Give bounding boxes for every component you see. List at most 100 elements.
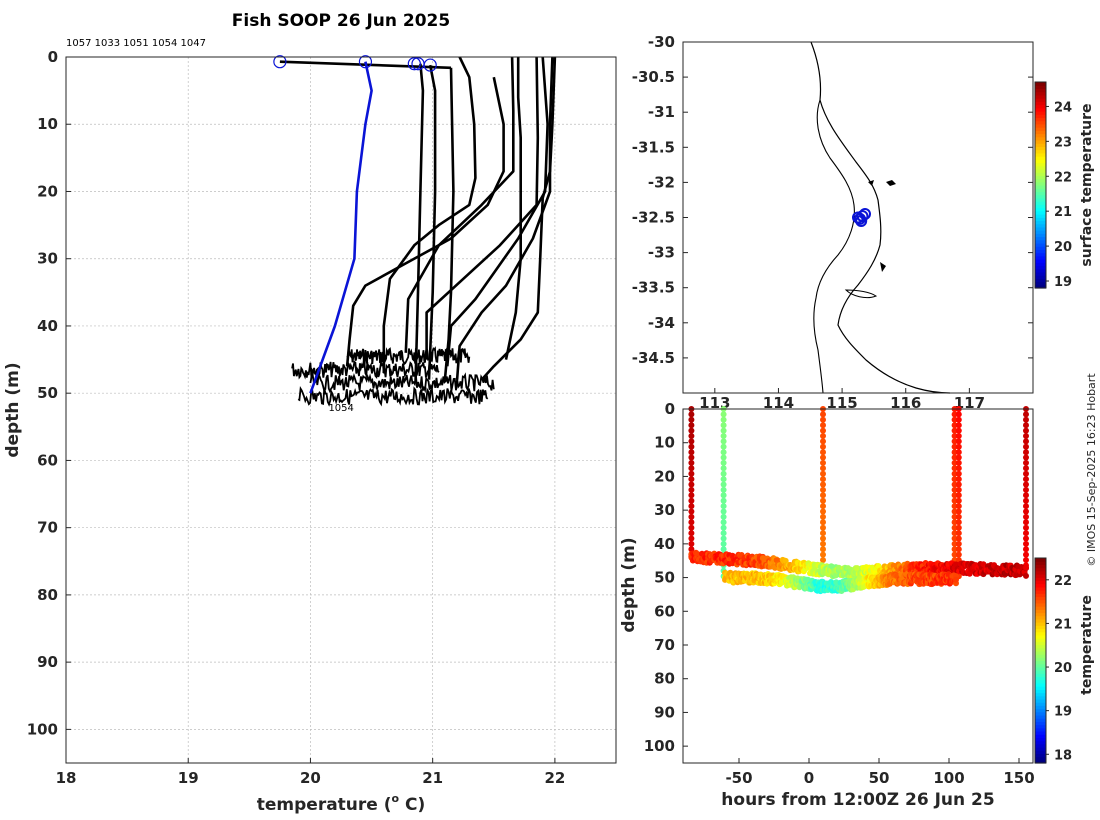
scatter-point xyxy=(688,443,695,450)
scatter-point xyxy=(720,422,727,429)
scatter-point xyxy=(955,535,962,542)
colorbar-segment xyxy=(1035,718,1046,722)
map-y-tick-label: -33.5 xyxy=(632,279,675,297)
scatter-point xyxy=(955,443,962,450)
colorbar-segment xyxy=(1035,117,1046,122)
scatter-point xyxy=(1023,540,1029,547)
scatter-point xyxy=(1023,546,1029,553)
scatter-point xyxy=(688,411,695,418)
colorbar-segment xyxy=(1035,599,1046,604)
profile-x-tick-label: 21 xyxy=(422,769,443,787)
colorbar-segment xyxy=(1035,275,1046,279)
colorbar-segment xyxy=(1035,188,1046,193)
profile-line-p1 xyxy=(414,63,425,380)
scatter-point xyxy=(688,497,695,504)
colorbar-segment xyxy=(1035,152,1046,157)
profile-plot-area xyxy=(66,57,616,763)
scatter-y-tick-label: 90 xyxy=(654,703,675,721)
scatter-point xyxy=(1023,438,1029,445)
scatter-point xyxy=(1023,449,1029,456)
scatter-x-tick-label: 0 xyxy=(804,769,814,787)
scatter-y-ticks: 0 10 20 30 40 50 60 70 80 90 100 xyxy=(644,400,688,755)
colorbar-segment xyxy=(1035,698,1046,703)
scatter-point xyxy=(955,449,962,456)
colorbar-segment xyxy=(1035,583,1046,588)
scatter-point xyxy=(951,551,958,558)
scatter-point xyxy=(832,572,839,579)
coastline-inner xyxy=(813,99,855,394)
colorbar-tick-label: 19 xyxy=(1054,275,1072,290)
colorbar-segment xyxy=(1035,255,1046,260)
scatter-point xyxy=(1023,476,1029,483)
scatter-point xyxy=(720,486,727,493)
colorbar-segment xyxy=(1035,692,1046,697)
scatter-point xyxy=(955,551,962,558)
scatter-point xyxy=(820,513,826,520)
colorbar-segment xyxy=(1035,233,1046,238)
colorbar-frame xyxy=(1034,81,1047,289)
colorbar-segment xyxy=(1035,750,1046,754)
scatter-point xyxy=(955,454,962,461)
scatter-point xyxy=(688,427,695,434)
scatter-point xyxy=(1023,459,1029,466)
scatter-point xyxy=(820,438,826,445)
colorbar-segment xyxy=(1035,201,1046,205)
colorbar-segment xyxy=(1035,284,1046,289)
map-points xyxy=(852,207,871,228)
profile-y-tick-label: 10 xyxy=(37,115,58,133)
scatter-point xyxy=(688,416,695,423)
profile-y-axis-label: depth (m) xyxy=(3,362,23,457)
colorbar-segment xyxy=(1035,159,1046,164)
coastline-island xyxy=(886,180,896,186)
scatter-point xyxy=(1023,557,1029,563)
scatter-point xyxy=(720,524,727,531)
colorbar-segment xyxy=(1035,175,1046,180)
scatter-point xyxy=(720,519,727,526)
colorbar-segment xyxy=(1035,666,1046,671)
colorbar-segment xyxy=(1035,146,1046,151)
profile-top-label: 1057 1033 1051 1054 1047 xyxy=(66,38,206,49)
scatter-point xyxy=(720,513,727,520)
colorbar-segment xyxy=(1035,660,1046,665)
colorbar-segment xyxy=(1035,721,1046,726)
colorbar-segment xyxy=(1035,213,1046,218)
map-y-tick-label: -31.5 xyxy=(632,138,675,156)
profile-y-tick-label: 40 xyxy=(37,317,58,335)
colorbar-segment xyxy=(1035,730,1046,735)
map-y-tick-label: -30 xyxy=(648,33,675,51)
colorbar-segment xyxy=(1035,625,1046,630)
scatter-point xyxy=(951,454,958,461)
coastline-main xyxy=(810,41,951,394)
colorbar-segment xyxy=(1035,561,1046,565)
colorbar-segment xyxy=(1035,239,1046,244)
scatter-point xyxy=(951,476,958,483)
map-point xyxy=(852,211,864,224)
scatter-point xyxy=(720,411,727,418)
colorbar-segment xyxy=(1035,168,1046,173)
scatter-x-tick-label: -50 xyxy=(725,769,752,787)
scatter-point xyxy=(720,416,727,423)
profile-y-tick-label: 30 xyxy=(37,250,58,268)
colorbar-segment xyxy=(1035,641,1046,646)
colorbar-segment xyxy=(1035,136,1046,141)
scatter-point xyxy=(955,524,962,531)
colorbar-segment xyxy=(1035,590,1046,594)
map-colorbar-label: surface temperature xyxy=(1079,103,1095,266)
scatter-point xyxy=(951,524,958,531)
profile-y-tick-label: 50 xyxy=(37,384,58,402)
scatter-point xyxy=(820,519,826,526)
scatter-point xyxy=(951,411,958,418)
profile-line-p10 xyxy=(480,56,557,381)
scatter-x-tick-label: 150 xyxy=(1003,769,1034,787)
colorbar-segment xyxy=(1035,191,1046,196)
coastline-rock xyxy=(868,180,874,186)
colorbar-segment xyxy=(1035,753,1046,758)
colorbar-segment xyxy=(1035,94,1046,99)
scatter-x-tick-label: 50 xyxy=(869,769,890,787)
scatter-y-tick-label: 30 xyxy=(654,501,675,519)
scatter-point xyxy=(951,443,958,450)
scatter-y-tick-label: 100 xyxy=(644,737,675,755)
colorbar-segment xyxy=(1035,217,1046,222)
profile-y-tick-label: 70 xyxy=(37,519,58,537)
scatter-point xyxy=(955,459,962,466)
